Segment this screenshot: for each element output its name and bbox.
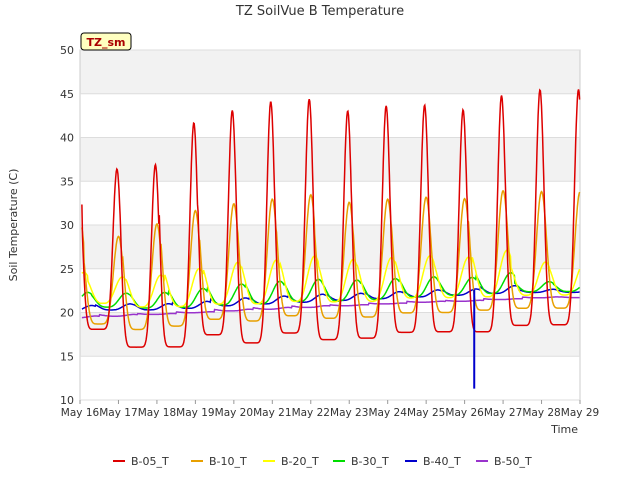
legend-label: B-20_T (281, 455, 319, 468)
x-tick-label: May 29 (561, 407, 599, 419)
y-tick-label: 15 (60, 350, 74, 363)
y-axis-ticks: 10 15 20 25 30 35 40 45 50 (60, 44, 74, 407)
chart-title: TZ SoilVue B Temperature (235, 4, 404, 19)
series-line-B-50_T (81, 296, 580, 319)
legend-item-B-30_T: B-30_T (333, 455, 389, 468)
y-axis-label: Soil Temperature (C) (7, 169, 20, 282)
x-tick-label: May 23 (330, 407, 368, 419)
series-line-B-05_T (81, 88, 581, 348)
tz-sm-annotation: TZ_sm (80, 32, 132, 51)
y-tick-label: 25 (60, 263, 74, 276)
y-tick-label: 20 (60, 307, 74, 320)
legend-label: B-10_T (209, 455, 247, 468)
y-tick-label: 40 (60, 132, 74, 145)
legend-label: B-05_T (131, 455, 169, 468)
annotation-box (80, 32, 132, 51)
x-tick-label: May 28 (522, 407, 560, 419)
legend-item-B-20_T: B-20_T (263, 455, 319, 468)
x-tick-label: May 17 (99, 407, 137, 419)
x-tick-label: May 21 (253, 407, 291, 419)
series-line-B-10_T (81, 190, 581, 331)
legend-item-B-10_T: B-10_T (191, 455, 247, 468)
x-tick-label: May 25 (407, 407, 445, 419)
legend-item-B-05_T: B-05_T (113, 455, 169, 468)
x-tick-label: May 26 (445, 407, 484, 419)
x-tick-label: May 27 (484, 407, 522, 419)
series-line-B-20_T (81, 249, 581, 308)
series-lines (81, 88, 581, 348)
background-band (80, 50, 580, 94)
legend: B-05_T B-10_T B-20_T B-30_T B-40_T B-50_T (113, 455, 532, 468)
background-band (80, 137, 580, 182)
legend-item-B-40_T: B-40_T (405, 455, 461, 468)
x-axis-label: Time (550, 423, 578, 436)
legend-item-B-50_T: B-50_T (476, 455, 532, 468)
x-tick-label: May 22 (292, 407, 330, 419)
y-tick-label: 45 (60, 88, 74, 101)
x-tick-label: May 19 (176, 407, 214, 419)
x-tick-label: May 24 (368, 407, 407, 419)
legend-label: B-30_T (351, 455, 389, 468)
background-band (80, 312, 580, 357)
y-tick-label: 50 (60, 44, 74, 57)
y-tick-label: 10 (60, 394, 74, 407)
y-tick-label: 30 (60, 219, 74, 232)
y-tick-label: 35 (60, 175, 74, 188)
legend-label: B-40_T (423, 455, 461, 468)
x-tick-label: May 18 (138, 407, 176, 419)
legend-label: B-50_T (494, 455, 532, 468)
annotation-text: TZ_sm (87, 36, 126, 49)
x-tick-label: May 16 (61, 407, 100, 419)
x-tick-label: May 20 (215, 407, 253, 419)
x-axis-ticks: May 16 May 17 May 18 May 19 May 20 May 21 May … (61, 400, 599, 419)
